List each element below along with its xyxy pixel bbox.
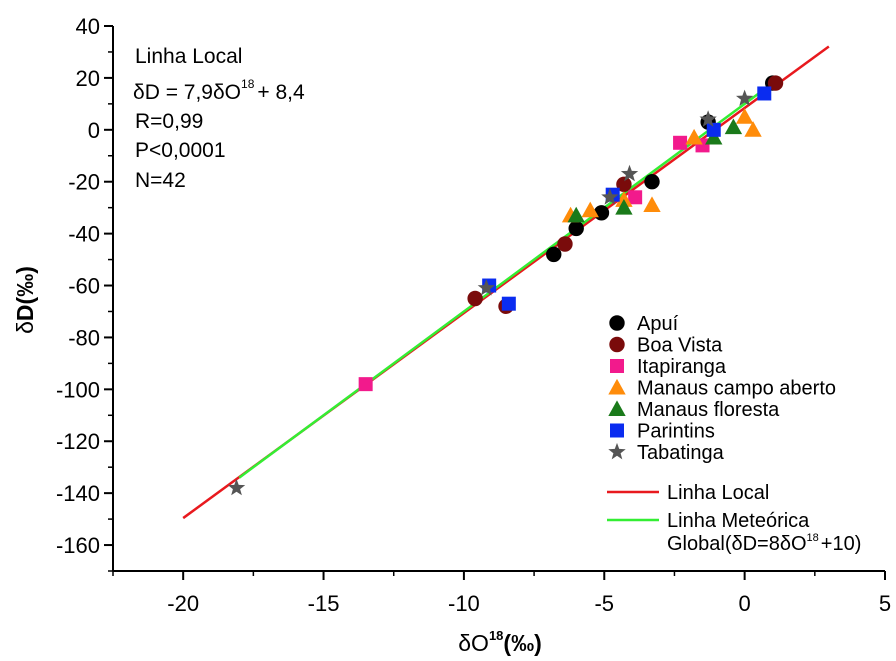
annotation-equation: δD = 7,9δO18 + 8,4 — [133, 77, 305, 104]
annotation-r: R=0,99 — [135, 110, 203, 133]
axes: -20 -15 -10 -5 0 5 -160 -140 -120 -100 -80 -60 -40 -2… — [56, 14, 891, 616]
legend-label-manaus-campo-aberto: Manaus campo aberto — [637, 378, 836, 400]
data-points — [227, 75, 784, 496]
legend-label-manaus-floresta: Manaus floresta — [637, 399, 780, 421]
y-tick-label: 20 — [76, 66, 100, 91]
regression-lines — [182, 45, 830, 520]
y-tick-label: 0 — [88, 118, 100, 143]
x-tick-label: 0 — [739, 591, 751, 616]
point-tabatinga — [477, 279, 495, 296]
y-tick-label: -100 — [56, 377, 100, 402]
legend-marker-itapiranga — [610, 359, 624, 373]
x-tick-label: 5 — [879, 591, 891, 616]
point-manaus-campo-aberto — [581, 201, 599, 218]
point-boa-vista — [467, 290, 483, 307]
y-tick-label: -60 — [68, 274, 100, 299]
point-itapiranga — [673, 135, 688, 150]
y-tick-label: -140 — [56, 481, 100, 506]
legend-marker-manaus-floresta — [608, 400, 626, 416]
point-manaus-floresta — [567, 206, 585, 223]
point-apu — [568, 220, 584, 237]
point-itapiranga — [358, 377, 373, 392]
point-apu — [644, 174, 660, 190]
y-axis-title: δD(‰) — [12, 266, 38, 334]
legend-label-boa-vista: Boa Vista — [637, 335, 723, 357]
legend-label-tabatinga: Tabatinga — [637, 442, 725, 464]
legend-line-label-1: Linha Meteórica — [667, 510, 810, 532]
legend-line-label-1-cont: Global(δD=8δO18 +10) — [667, 532, 861, 555]
legend-marker-parintins — [610, 423, 624, 438]
point-apu — [546, 246, 562, 263]
point-boa-vista — [616, 176, 632, 193]
x-axis-title: δO18(‰) — [458, 628, 542, 656]
legend-marker-apu — [609, 315, 625, 331]
point-manaus-floresta — [615, 198, 633, 215]
point-parintins — [501, 296, 516, 311]
legend-marker-manaus-campo-aberto — [608, 378, 626, 395]
point-manaus-campo-aberto — [685, 128, 703, 145]
legend-marker-tabatinga — [608, 442, 626, 460]
y-tick-label: -40 — [68, 222, 100, 247]
y-tick-label: 40 — [76, 14, 100, 39]
point-parintins — [706, 122, 721, 137]
annotation-p: P<0,0001 — [135, 139, 226, 162]
point-manaus-campo-aberto — [643, 196, 661, 213]
y-tick-label: -20 — [68, 170, 100, 195]
point-tabatinga — [227, 478, 246, 496]
legend-label-apu: Apuí — [637, 313, 679, 335]
legend-marker-boa-vista — [609, 336, 625, 353]
legend-label-parintins: Parintins — [637, 421, 715, 443]
point-tabatinga — [736, 89, 754, 106]
x-tick-label: -15 — [308, 591, 340, 616]
annotation-title: Linha Local — [135, 45, 242, 68]
legend-label-itapiranga: Itapiranga — [637, 356, 727, 378]
y-tick-label: -160 — [56, 533, 100, 558]
annotation-n: N=42 — [135, 169, 186, 192]
point-itapiranga — [628, 190, 643, 205]
point-boa-vista — [557, 236, 573, 252]
point-manaus-floresta — [724, 118, 743, 135]
point-manaus-campo-aberto — [735, 108, 754, 124]
legend-line-label-0: Linha Local — [667, 482, 769, 504]
point-boa-vista — [767, 75, 784, 91]
point-tabatinga — [620, 164, 639, 182]
point-tabatinga — [699, 110, 717, 127]
y-tick-label: -120 — [56, 429, 100, 454]
x-tick-label: -10 — [448, 591, 480, 616]
annotation-block: Linha Local δD = 7,9δO18 + 8,4 R=0,99 P<0… — [133, 45, 305, 192]
x-tick-label: -20 — [167, 591, 199, 616]
x-tick-label: -5 — [594, 591, 614, 616]
y-tick-label: -80 — [68, 325, 100, 350]
point-tabatinga — [601, 188, 619, 205]
point-manaus-campo-aberto — [744, 121, 762, 137]
point-parintins — [757, 86, 772, 101]
